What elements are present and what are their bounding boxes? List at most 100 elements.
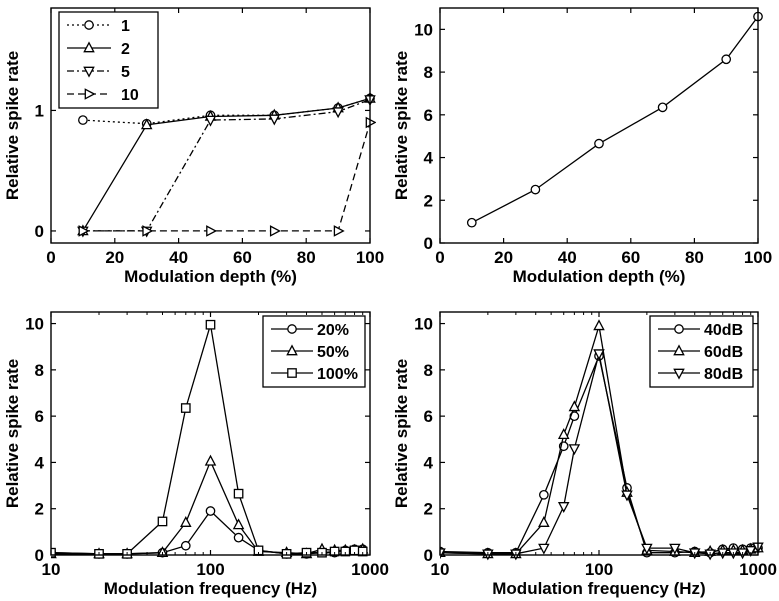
- series-group: [466, 11, 763, 228]
- data-point: [568, 444, 581, 456]
- data-point: [568, 400, 581, 412]
- x-axis-label: Modulation depth (%): [124, 267, 297, 286]
- data-point: [180, 540, 191, 551]
- data-point: [51, 547, 56, 558]
- y-tick-label: 0: [424, 234, 433, 253]
- y-tick-label: 4: [424, 453, 434, 472]
- data-point: [78, 225, 90, 237]
- data-point: [180, 403, 191, 413]
- data-point: [332, 107, 344, 119]
- x-tick-label: 0: [435, 248, 444, 267]
- y-tick-label: 2: [424, 191, 433, 210]
- x-axis-label: Modulation frequency (Hz): [104, 579, 317, 598]
- axes-box: [439, 7, 759, 244]
- y-tick-label: 10: [414, 315, 433, 334]
- data-point: [329, 546, 340, 557]
- data-point: [269, 225, 281, 237]
- data-point: [539, 489, 549, 500]
- x-tick-label: 80: [685, 248, 704, 267]
- data-point: [142, 225, 154, 237]
- legend-marker: [83, 66, 95, 78]
- panel-3: 10 100 1000 0 2 4 6 8 10 Modulation frequency (Hz…: [3, 311, 389, 598]
- legend-label: 2: [121, 41, 130, 58]
- legend-label: 50%: [317, 344, 349, 361]
- data-point: [180, 516, 192, 527]
- x-tick-label: 40: [558, 248, 577, 267]
- y-tick-label: 2: [424, 500, 433, 519]
- data-point: [340, 546, 351, 557]
- data-point: [204, 115, 217, 127]
- x-tick-label: 20: [494, 248, 513, 267]
- legend-marker: [287, 324, 297, 334]
- legend-marker: [83, 41, 95, 53]
- panel-1: 0 20 40 60 80 100 0 1 Modulation depth (%) Relati…: [3, 7, 384, 286]
- series-line-1: [471, 16, 759, 224]
- legend-label: 80dB: [704, 366, 743, 383]
- data-point: [204, 454, 217, 466]
- data-point: [594, 138, 604, 149]
- x-tick-label: 100: [744, 248, 772, 267]
- y-axis-label: Relative spike rate: [3, 51, 22, 200]
- series-line-5: [82, 98, 371, 232]
- data-point: [157, 516, 168, 527]
- legend-label: 60dB: [704, 344, 743, 361]
- legend-marker: [286, 344, 298, 356]
- axes-box: [50, 7, 371, 244]
- panel-4: 10 100 1000 0 2 4 6 8 10 Modulation frequency (Hz…: [392, 311, 777, 598]
- y-tick-label: 4: [35, 453, 45, 472]
- legend-label: 40dB: [704, 322, 743, 339]
- x-tick-label: 10: [42, 560, 61, 579]
- data-point: [530, 184, 541, 195]
- data-point: [538, 543, 550, 555]
- legend: 40dB 60dB 80dB: [649, 315, 754, 388]
- y-tick-label: 6: [424, 106, 433, 125]
- x-tick-label: 1000: [351, 560, 389, 579]
- legend-box: [58, 11, 159, 109]
- data-point: [557, 428, 570, 440]
- legend-label: 10: [121, 87, 139, 104]
- data-point: [140, 118, 153, 130]
- y-axis-label: Relative spike rate: [3, 359, 22, 508]
- x-tick-label: 60: [621, 248, 640, 267]
- data-point: [557, 502, 570, 513]
- x-axis-label: Modulation frequency (Hz): [492, 579, 705, 598]
- x-tick-label: 100: [356, 248, 384, 267]
- legend-label: 20%: [317, 322, 349, 339]
- x-tick-label: 40: [169, 248, 188, 267]
- data-point: [365, 116, 376, 129]
- x-tick-label: 20: [105, 248, 124, 267]
- legend-marker: [84, 20, 94, 30]
- legend-marker: [287, 368, 297, 378]
- data-point: [268, 114, 281, 126]
- series-line-10: [82, 122, 371, 232]
- y-tick-label: 6: [424, 407, 433, 426]
- y-tick-label: 10: [25, 315, 44, 334]
- data-point: [357, 546, 368, 557]
- legend: 20% 50% 100%: [262, 315, 366, 388]
- data-point: [233, 532, 244, 543]
- x-tick-label: 100: [196, 560, 224, 579]
- x-tick-label: 100: [585, 560, 613, 579]
- data-point: [78, 115, 88, 125]
- y-tick-label: 6: [35, 407, 44, 426]
- series-line-2: [82, 97, 371, 232]
- legend-marker: [674, 324, 684, 334]
- data-point: [233, 488, 244, 499]
- legend-marker: [673, 344, 685, 356]
- data-point: [205, 506, 216, 516]
- legend: 1 2 5 10: [58, 11, 159, 109]
- legend-label: 100%: [317, 366, 358, 383]
- legend-label: 5: [121, 64, 130, 81]
- data-point: [538, 516, 550, 527]
- y-tick-label: 8: [424, 63, 433, 82]
- x-tick-label: 1000: [739, 560, 777, 579]
- y-tick-label: 8: [424, 361, 433, 380]
- series-group: [77, 91, 376, 238]
- x-tick-label: 0: [46, 248, 55, 267]
- y-tick-label: 0: [35, 546, 44, 565]
- data-point: [657, 102, 668, 113]
- data-point: [621, 490, 633, 502]
- x-tick-label: 80: [297, 248, 316, 267]
- data-point: [593, 349, 605, 361]
